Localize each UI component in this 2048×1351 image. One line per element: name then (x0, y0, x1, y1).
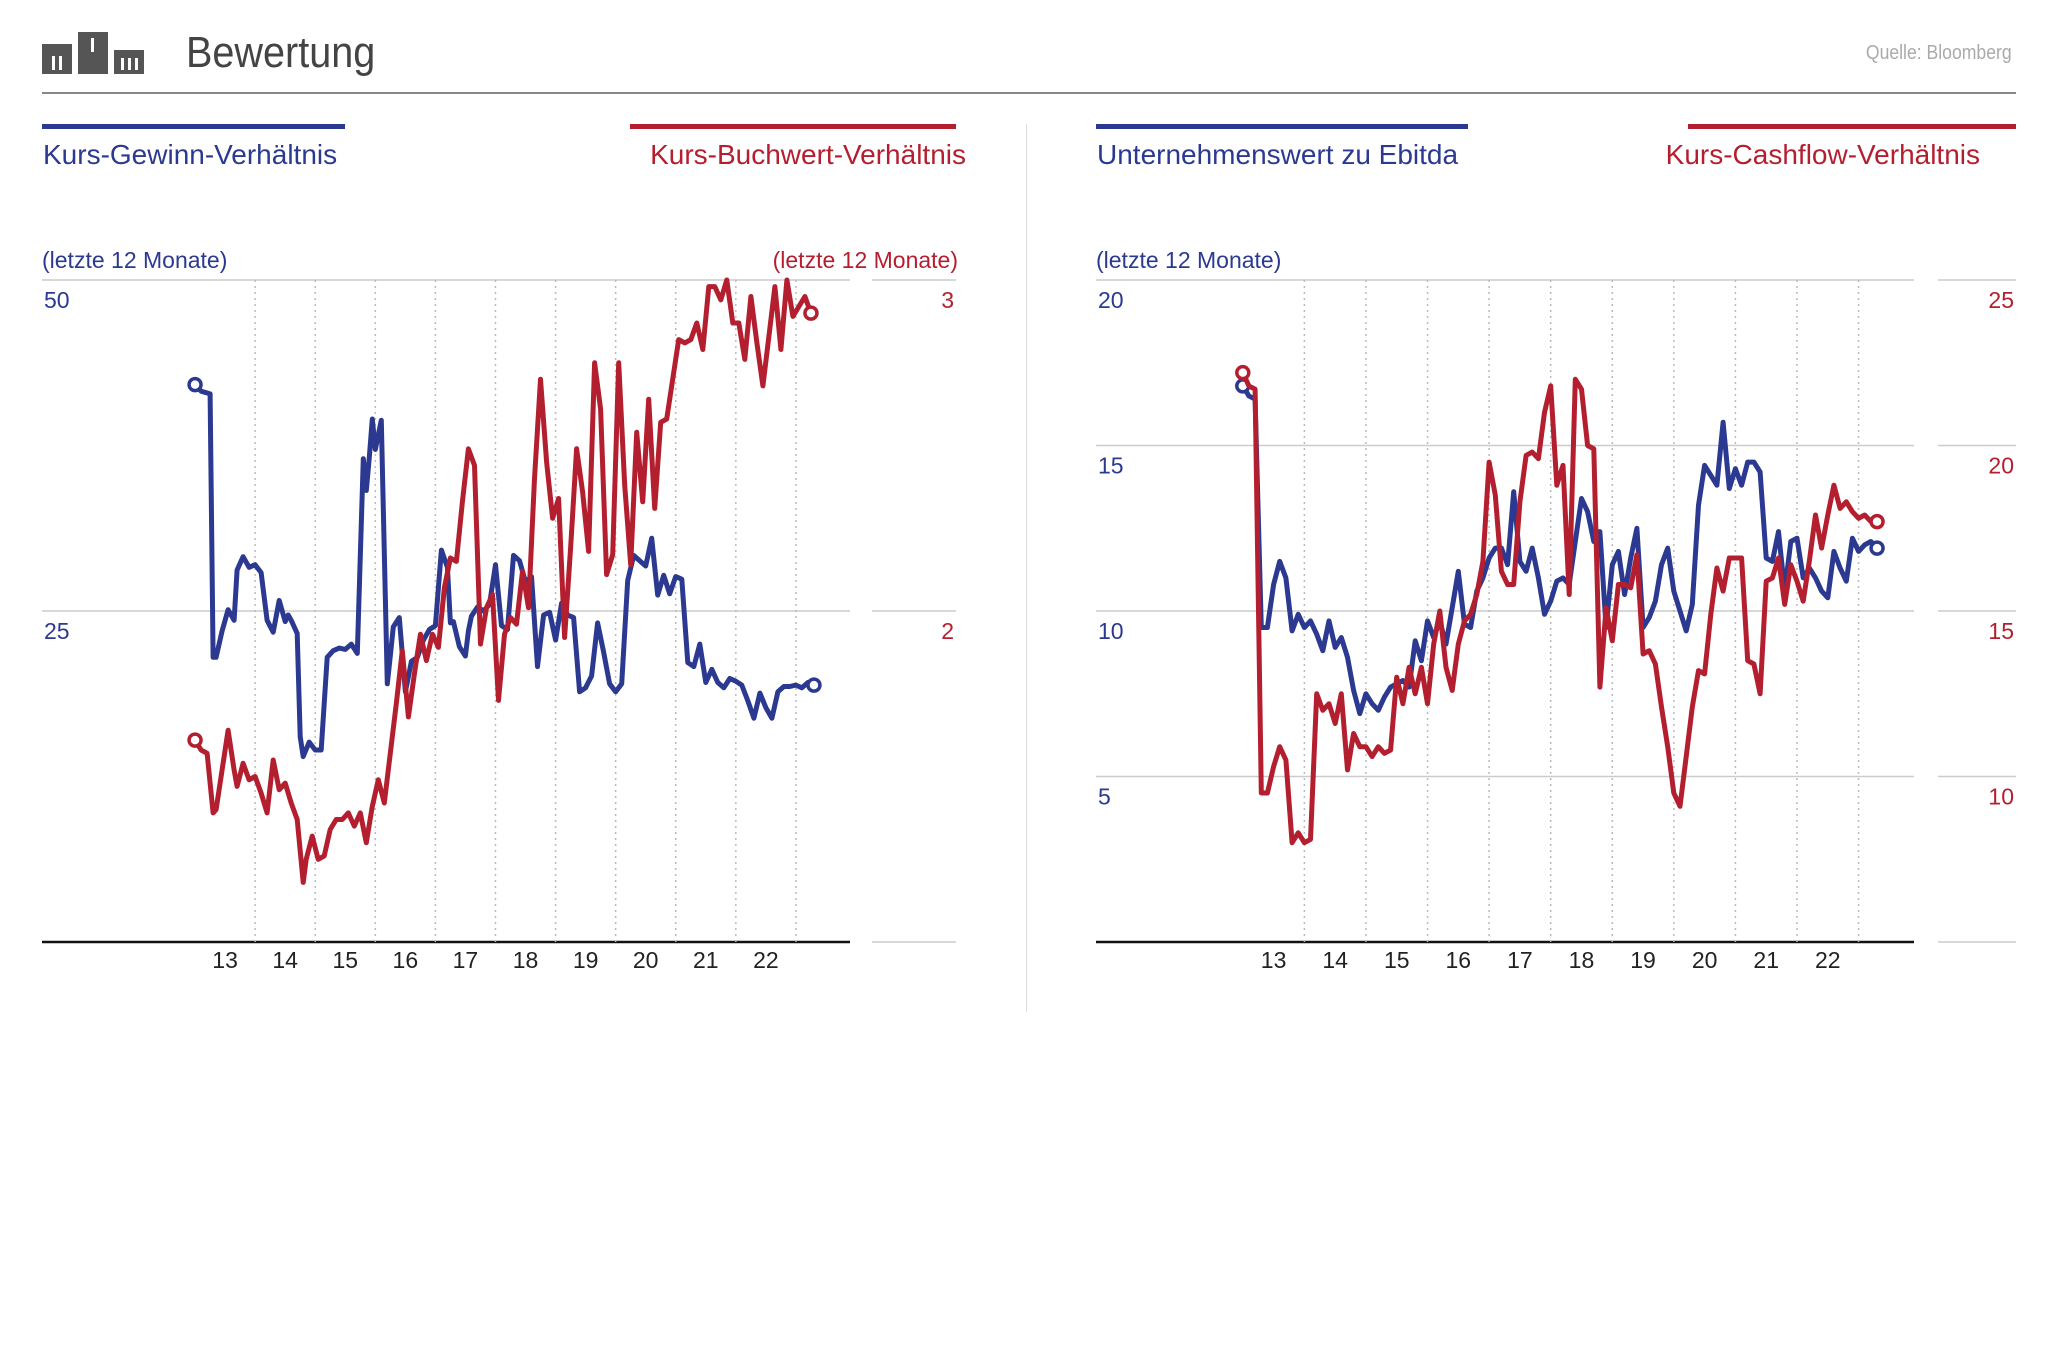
x-tick-label: 19 (573, 947, 599, 973)
panel-divider (1026, 124, 1027, 1012)
x-tick-label: 14 (272, 947, 298, 973)
y-tick-right: 20 (1988, 453, 2014, 479)
subtitle-right: (letzte 12 Monate) (773, 247, 958, 273)
subtitle-left: (letzte 12 Monate) (1096, 247, 1281, 273)
x-tick-label: 14 (1322, 947, 1348, 973)
chart-title-right: Kurs-Buchwert-Verhältnis (650, 139, 966, 170)
x-tick-label: 19 (1630, 947, 1656, 973)
series-start-marker (1235, 364, 1251, 381)
x-tick-label: 21 (1753, 947, 1779, 973)
series-left-title-bar (1096, 124, 1468, 129)
header: Bewertung Quelle: Bloomberg (42, 24, 2022, 94)
x-tick-label: 13 (1261, 947, 1287, 973)
x-tick-label: 20 (633, 947, 659, 973)
y-tick-left: 10 (1098, 618, 1124, 644)
y-tick-left: 50 (44, 287, 70, 313)
y-tick-left: 15 (1098, 453, 1124, 479)
x-tick-label: 15 (332, 947, 358, 973)
series-end-marker (806, 677, 822, 693)
x-tick-label: 22 (1815, 947, 1841, 973)
chart-title-left: Kurs-Gewinn-Verhältnis (43, 139, 337, 170)
series-line-red (1240, 370, 1880, 846)
logo-bars-icon (42, 32, 147, 74)
page-title: Bewertung (186, 28, 376, 77)
x-tick-label: 18 (1569, 947, 1595, 973)
x-tick-label: 18 (513, 947, 539, 973)
x-tick-label: 16 (1446, 947, 1472, 973)
series-line-blue (192, 382, 817, 760)
y-tick-left: 25 (44, 618, 70, 644)
series-end-marker (1869, 513, 1885, 530)
y-tick-right: 3 (941, 287, 954, 313)
source-label: Quelle: Bloomberg (1866, 42, 2012, 64)
series-end-marker (1869, 540, 1885, 556)
series-end-marker (803, 305, 819, 321)
y-tick-left: 20 (1098, 287, 1124, 313)
series-line-red (192, 277, 814, 885)
x-tick-label: 21 (693, 947, 719, 973)
series-line-blue (1240, 383, 1880, 717)
series-start-marker (187, 732, 203, 748)
x-tick-label: 15 (1384, 947, 1410, 973)
y-tick-right: 10 (1988, 784, 2014, 810)
chart-title-right: Kurs-Cashflow-Verhältnis (1666, 139, 1980, 170)
y-tick-right: 25 (1988, 287, 2014, 313)
y-tick-right: 2 (941, 618, 954, 644)
subtitle-left: (letzte 12 Monate) (42, 247, 227, 273)
x-tick-label: 17 (1507, 947, 1533, 973)
series-right-title-bar (1688, 124, 2016, 129)
x-tick-label: 17 (453, 947, 479, 973)
y-tick-left: 5 (1098, 784, 1111, 810)
series-right-title-bar (630, 124, 956, 129)
x-tick-label: 20 (1692, 947, 1718, 973)
x-tick-label: 16 (393, 947, 419, 973)
series-left-title-bar (42, 124, 345, 129)
chart-title-left: Unternehmenswert zu Ebitda (1097, 139, 1459, 170)
x-tick-label: 13 (212, 947, 238, 973)
x-tick-label: 22 (753, 947, 779, 973)
header-divider (42, 92, 2016, 94)
y-tick-right: 15 (1988, 618, 2014, 644)
series-start-marker (187, 376, 203, 393)
